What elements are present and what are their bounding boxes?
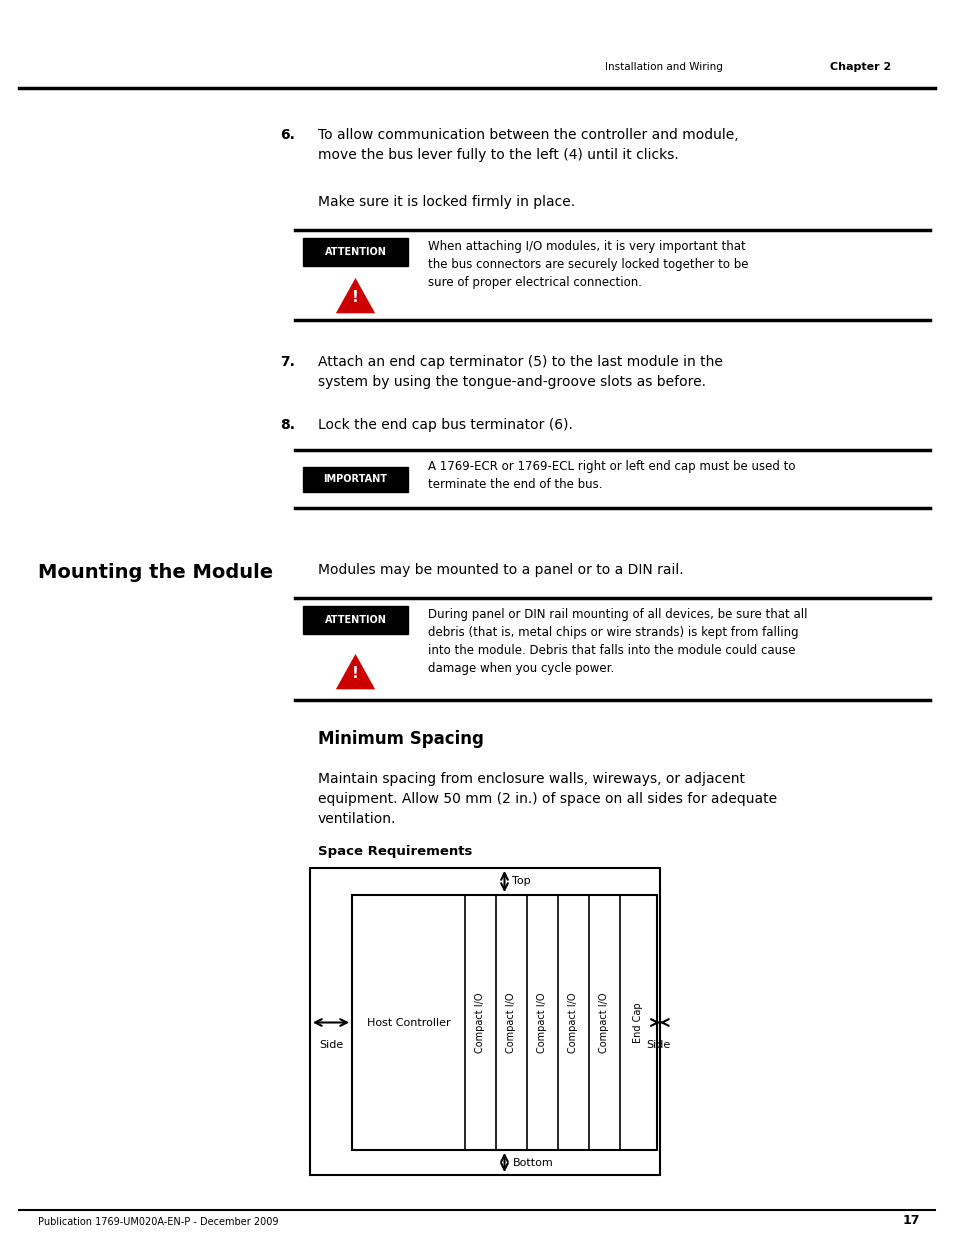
Text: Attach an end cap terminator (5) to the last module in the
system by using the t: Attach an end cap terminator (5) to the … [317,354,722,389]
Text: End Cap: End Cap [633,1002,642,1042]
Text: !: ! [352,289,358,305]
Text: Lock the end cap bus terminator (6).: Lock the end cap bus terminator (6). [317,417,572,432]
Text: Minimum Spacing: Minimum Spacing [317,730,483,748]
Bar [352,895,657,1150]
Bar [303,467,408,492]
Text: Installation and Wiring: Installation and Wiring [604,62,722,72]
Bar [310,868,659,1174]
Bar [303,238,408,266]
Text: ATTENTION: ATTENTION [324,247,386,257]
Text: !: ! [352,666,358,680]
Text: Maintain spacing from enclosure walls, wireways, or adjacent
equipment. Allow 50: Maintain spacing from enclosure walls, w… [317,772,777,826]
Text: IMPORTANT: IMPORTANT [323,474,387,484]
Text: Side: Side [318,1041,343,1051]
Text: A 1769-ECR or 1769-ECL right or left end cap must be used to
terminate the end o: A 1769-ECR or 1769-ECL right or left end… [428,459,795,492]
Text: Top: Top [512,877,531,887]
Bar [303,606,408,634]
Polygon shape [334,651,377,690]
Text: Compact I/O: Compact I/O [475,992,485,1052]
Text: When attaching I/O modules, it is very important that
the bus connectors are sec: When attaching I/O modules, it is very i… [428,240,748,289]
Text: Compact I/O: Compact I/O [568,992,578,1052]
Text: Bottom: Bottom [512,1157,553,1167]
Text: Chapter 2: Chapter 2 [829,62,890,72]
Text: Mounting the Module: Mounting the Module [38,563,273,582]
Text: Compact I/O: Compact I/O [506,992,516,1052]
Text: 17: 17 [902,1214,919,1228]
Text: Modules may be mounted to a panel or to a DIN rail.: Modules may be mounted to a panel or to … [317,563,683,577]
Text: 7.: 7. [280,354,294,369]
Text: Make sure it is locked firmly in place.: Make sure it is locked firmly in place. [317,195,575,209]
Polygon shape [334,275,377,315]
Text: During panel or DIN rail mounting of all devices, be sure that all
debris (that : During panel or DIN rail mounting of all… [428,608,806,676]
Text: ATTENTION: ATTENTION [324,615,386,625]
Text: Compact I/O: Compact I/O [537,992,547,1052]
Text: Space Requirements: Space Requirements [317,845,472,858]
Text: 6.: 6. [280,128,294,142]
Text: Publication 1769-UM020A-EN-P - December 2009: Publication 1769-UM020A-EN-P - December … [38,1216,278,1228]
Text: 8.: 8. [280,417,294,432]
Text: Side: Side [646,1041,670,1051]
Text: Compact I/O: Compact I/O [598,992,609,1052]
Text: To allow communication between the controller and module,
move the bus lever ful: To allow communication between the contr… [317,128,738,162]
Text: Host Controller: Host Controller [366,1018,450,1028]
